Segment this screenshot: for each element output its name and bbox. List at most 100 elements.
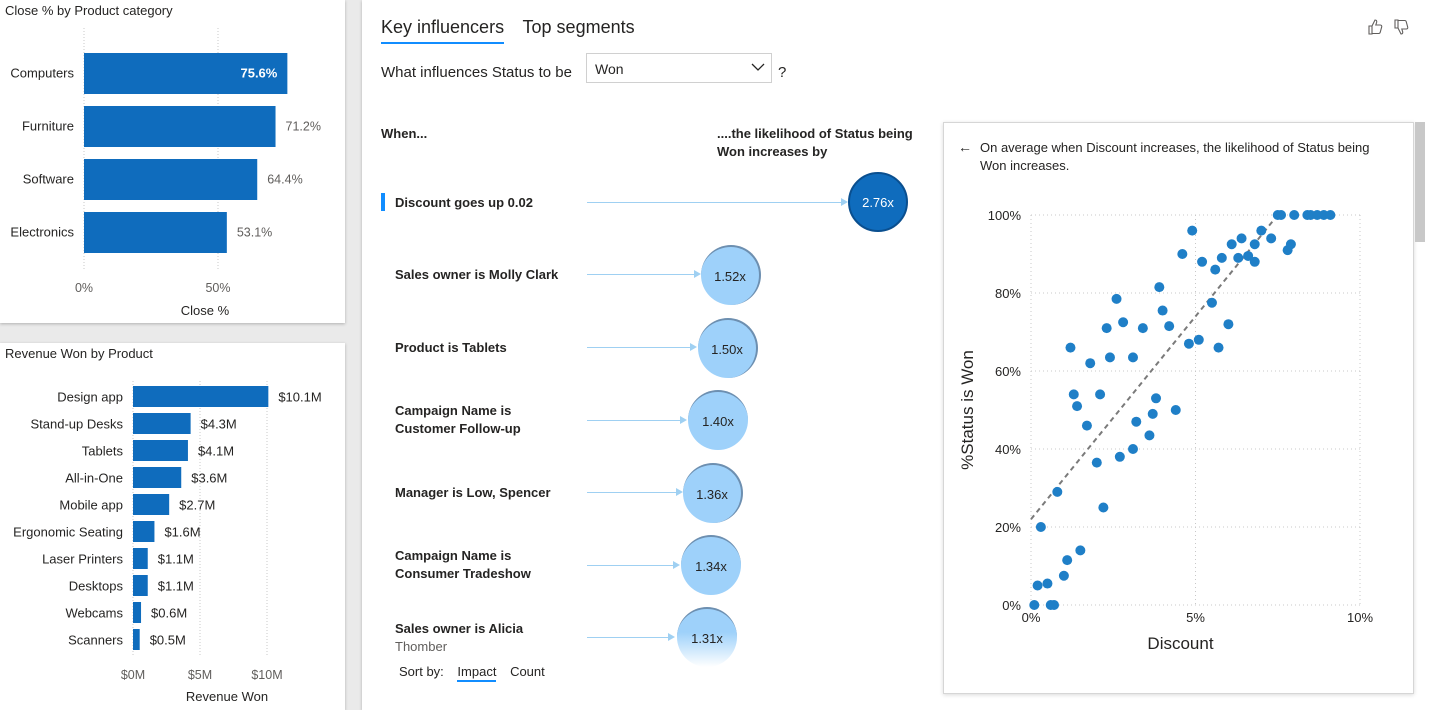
sort-option-impact[interactable]: Impact [457, 664, 497, 682]
data-label: $0.5M [150, 633, 186, 648]
data-point [1183, 338, 1194, 349]
scatter-chart: 0% 20% 40% 60% 80% 100% 0% 5% 10% Discount %Status… [958, 208, 1373, 653]
data-label: $1.1M [158, 552, 194, 567]
bar [84, 106, 276, 147]
category-label: Electronics [10, 225, 74, 240]
influencer-bubble[interactable]: 1.50x [698, 318, 758, 378]
data-point [1256, 225, 1267, 236]
data-point [1147, 408, 1158, 419]
data-point [1170, 405, 1181, 415]
data-label: $3.6M [191, 471, 227, 486]
bar [133, 467, 182, 488]
status-value-dropdown[interactable]: Won [586, 53, 772, 83]
data-point [1266, 233, 1277, 244]
category-label: Laser Printers [42, 552, 123, 567]
category-label: Mobile app [59, 498, 123, 513]
trendline [1030, 214, 1279, 520]
bar [84, 212, 227, 253]
data-point [1068, 389, 1079, 400]
tick-label: 50% [205, 281, 230, 295]
close-chart-panel: Close % by Product category Computers 75.… [0, 0, 345, 323]
tick-label: 20% [995, 520, 1021, 535]
data-label: $4.1M [198, 444, 234, 459]
thumbs-down-icon[interactable] [1392, 17, 1412, 37]
influencer-connector [587, 420, 681, 421]
tick-label: 5% [1186, 610, 1205, 625]
category-label: Scanners [68, 633, 123, 648]
arrow-icon [668, 633, 675, 641]
influencer-label: Sales owner is Alicia Thomber [395, 621, 524, 654]
category-label: Desktops [69, 579, 124, 594]
axis-label: Close % [181, 303, 230, 318]
sort-by: Sort by: Impact Count [399, 664, 545, 682]
sort-by-label: Sort by: [399, 664, 444, 679]
bar [133, 575, 148, 596]
data-point [1049, 600, 1060, 610]
influencer-connector [587, 565, 674, 566]
influencer-label: Campaign Name is Customer Follow-up [395, 403, 521, 436]
influencer-label: Sales owner is Molly Clark [395, 267, 559, 282]
data-point [1042, 578, 1053, 589]
data-point [1206, 297, 1217, 308]
influencer-bubble[interactable]: 1.36x [683, 463, 743, 523]
back-arrow-icon[interactable]: ← [958, 139, 972, 155]
data-point [1098, 502, 1109, 513]
data-point [1213, 342, 1224, 353]
influencer-bubble[interactable]: 1.40x [688, 390, 748, 450]
arrow-icon [680, 416, 687, 424]
tab-key-influencers[interactable]: Key influencers [381, 17, 505, 44]
thumbs-up-icon[interactable] [1366, 17, 1386, 37]
data-point [1144, 430, 1155, 441]
question-prefix: What influences Status to be [381, 64, 572, 81]
tick-label: 100% [988, 208, 1022, 223]
tick-label: $0M [121, 668, 145, 682]
data-point [1032, 580, 1043, 591]
tick-label: 0% [1002, 598, 1021, 613]
data-label: 53.1% [237, 226, 272, 240]
arrow-icon [694, 270, 701, 278]
y-axis-label: %Status is Won [958, 350, 977, 470]
tick-label: 0% [1022, 610, 1041, 625]
data-point [1114, 451, 1125, 462]
data-label: $4.3M [201, 417, 237, 432]
bar [133, 413, 191, 434]
revenue-chart-title: Revenue Won by Product [5, 346, 153, 361]
data-point [1325, 210, 1336, 220]
bar [133, 494, 170, 515]
influencer-label: Campaign Name is Consumer Tradeshow [395, 548, 531, 581]
influencer-connector [587, 274, 695, 275]
data-point [1065, 342, 1076, 353]
scrollbar[interactable] [1415, 122, 1425, 242]
data-point [1062, 555, 1073, 566]
arrow-icon [673, 561, 680, 569]
question-suffix: ? [778, 64, 787, 81]
influencer-bubble[interactable]: 1.52x [701, 245, 761, 305]
sort-option-count[interactable]: Count [510, 664, 545, 679]
data-point [1118, 317, 1129, 328]
selected-indicator [381, 193, 385, 211]
data-point [1216, 252, 1227, 263]
bar [133, 629, 140, 650]
data-label: $10.1M [278, 390, 321, 405]
influencer-bubble[interactable]: 1.34x [681, 535, 741, 595]
detail-description: On average when Discount increases, the … [980, 140, 1370, 173]
data-point [1187, 225, 1198, 236]
data-point [1058, 570, 1069, 581]
tick-label: $5M [188, 668, 212, 682]
bar [133, 521, 155, 542]
data-point [1127, 444, 1138, 454]
data-label: 71.2% [286, 120, 321, 134]
influencer-bubble[interactable]: 2.76x [848, 172, 908, 232]
influencer-label: Manager is Low, Spencer [395, 485, 551, 500]
close-chart: Computers 75.6% Furniture 71.2% Software 64.4… [10, 28, 321, 318]
key-influencers-panel: Key influencers Top segments What influe… [362, 0, 1430, 710]
tab-bar: Key influencers Top segments [381, 17, 649, 44]
bar [133, 386, 269, 407]
tab-top-segments[interactable]: Top segments [522, 17, 635, 37]
revenue-chart: Design app $10.1M Stand-up Desks $4.3M Table… [13, 381, 322, 704]
tick-label: 0% [75, 281, 93, 295]
tick-label: 10% [1347, 610, 1373, 625]
revenue-chart-panel: Revenue Won by Product Design app $10.1M S… [0, 343, 345, 710]
influencer-bubble[interactable]: 1.31x [677, 607, 737, 667]
influencer-label: Product is Tablets [395, 340, 507, 355]
